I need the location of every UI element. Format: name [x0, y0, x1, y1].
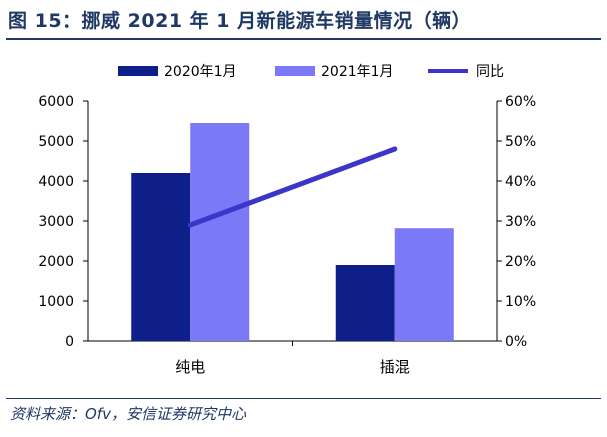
y-left-tick-label: 0 — [65, 334, 74, 350]
y-left-tick-label: 6000 — [38, 94, 74, 110]
source-divider — [6, 398, 601, 399]
bar-1-1 — [131, 173, 191, 341]
legend-label-2020: 2020年1月 — [164, 64, 237, 80]
bar-2-2 — [394, 228, 454, 341]
y-right-tick-label: 50% — [505, 134, 536, 150]
y-left-tick-label: 1000 — [38, 294, 74, 310]
legend-label-2021: 2021年1月 — [321, 64, 394, 80]
y-right-tick-label: 60% — [505, 94, 536, 110]
plot-area: 0 1000 2000 3000 4000 5000 6000 0% 10% 20% 30% 40% 5… — [38, 94, 536, 376]
y-right-tick-label: 20% — [505, 254, 536, 270]
legend-label-yoy: 同比 — [476, 64, 504, 80]
y-left-tick-label: 4000 — [38, 174, 74, 190]
bar-1-2 — [335, 265, 395, 341]
bar-2-1 — [190, 123, 250, 341]
yoy-point-2 — [392, 146, 398, 152]
sales-chart: 2020年1月 2021年1月 同比 0 1000 2000 3000 4000 5000… — [38, 64, 536, 376]
title-divider — [6, 38, 601, 40]
figure-title: 图 15：挪威 2021 年 1 月新能源车销量情况（辆） — [8, 10, 472, 32]
y-right-tick-label: 40% — [505, 174, 536, 190]
y-right-tick-label: 10% — [505, 294, 536, 310]
legend: 2020年1月 2021年1月 同比 — [118, 64, 504, 80]
y-left-tick-label: 2000 — [38, 254, 74, 270]
y-right-tick-label: 30% — [505, 214, 536, 230]
x-tick-label: 纯电 — [175, 358, 205, 376]
x-tick-label: 插混 — [380, 358, 410, 376]
legend-swatch-2020 — [118, 66, 158, 76]
legend-swatch-2021 — [275, 66, 315, 76]
y-right-tick-label: 0% — [505, 334, 527, 350]
source-note: 资料来源：Ofv，安信证券研究中心 — [10, 405, 246, 423]
yoy-line — [187, 146, 398, 228]
y-left-tick-label: 3000 — [38, 214, 74, 230]
y-left-tick-label: 5000 — [38, 134, 74, 150]
yoy-point-1 — [187, 222, 193, 228]
